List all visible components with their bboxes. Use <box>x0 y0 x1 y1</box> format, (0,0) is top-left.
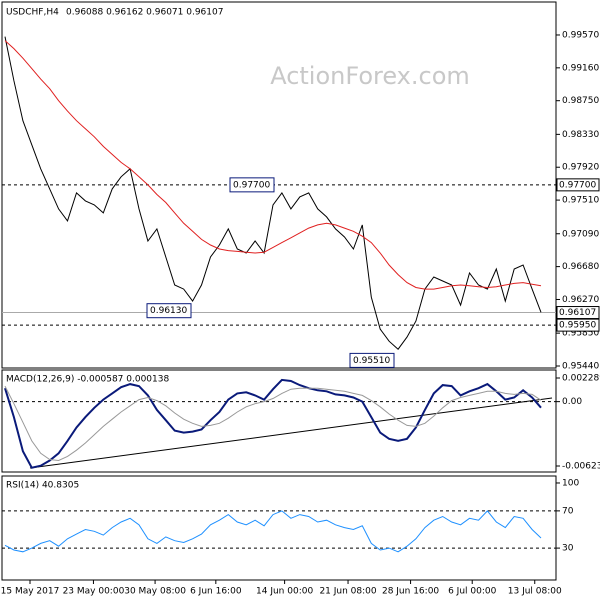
y-tick-label: 0.99570 <box>562 30 599 40</box>
series-line <box>4 510 542 553</box>
pane-subtitle: 0.96088 0.96162 0.96071 0.96107 <box>66 8 223 18</box>
x-tick-label: 13 Jul 08:00 <box>508 587 562 597</box>
series-line <box>4 36 542 350</box>
price-tag <box>556 178 600 192</box>
price-tag <box>556 306 600 320</box>
y-tick-label: 0.002289 <box>562 373 600 383</box>
x-tick-label: 6 Jun 16:00 <box>190 587 242 597</box>
pane-title: RSI(14) 40.8305 <box>6 481 79 491</box>
y-tick-label: 0.97920 <box>562 163 599 173</box>
series-line <box>4 385 542 462</box>
rsi-pane <box>1 475 557 581</box>
y-tick-label: -0.006231 <box>562 461 600 471</box>
y-tick-label: 0.99160 <box>562 63 599 73</box>
y-tick-label: 0.95850 <box>562 329 599 339</box>
y-tick-label: 0.95440 <box>562 362 599 372</box>
annotation-label: 0.97700 <box>233 180 270 190</box>
annotation-box <box>229 177 275 193</box>
y-tick-label: 0.97510 <box>562 196 599 206</box>
x-tick-label: 14 Jun 00:00 <box>256 587 313 597</box>
x-tick-label: 23 May 00:00 <box>63 587 125 597</box>
pane-title: MACD(12,26,9) -0.000587 0.000138 <box>6 375 169 385</box>
y-tick-label: 30 <box>562 544 574 554</box>
annotation-box <box>146 303 192 319</box>
y-tick-label: 0.96270 <box>562 295 599 305</box>
price-tag-label: 0.97700 <box>559 180 596 190</box>
annotation-box <box>349 352 395 368</box>
y-tick-label: 70 <box>562 506 574 516</box>
annotation-label: 0.95510 <box>353 356 390 366</box>
annotation-label: 0.96130 <box>150 306 187 316</box>
series-line <box>4 378 542 469</box>
y-tick-label: 0.98750 <box>562 96 599 106</box>
x-tick-label: 21 Jun 08:00 <box>319 587 376 597</box>
watermark: ActionForex.com <box>270 62 470 90</box>
y-tick-label: 100 <box>562 478 579 488</box>
trend-line <box>29 397 553 469</box>
y-tick-label: 0.97090 <box>562 229 599 239</box>
price-tag-label: 0.96107 <box>559 308 596 318</box>
y-tick-label: 0.00 <box>562 397 582 407</box>
series-line <box>4 40 542 290</box>
y-tick-label: 0.96680 <box>562 262 599 272</box>
x-tick-label: 6 Jul 00:00 <box>448 587 497 597</box>
x-tick-label: 30 May 08:00 <box>124 587 186 597</box>
y-tick-label: 0.98330 <box>562 130 599 140</box>
macd-pane <box>1 369 557 473</box>
x-tick-label: 28 Jun 16:00 <box>382 587 439 597</box>
pane-title: USDCHF,H4 <box>6 8 59 18</box>
price-tag <box>556 318 600 332</box>
price-tag-label: 0.95950 <box>559 321 596 331</box>
x-tick-label: 15 May 2017 <box>1 587 60 597</box>
